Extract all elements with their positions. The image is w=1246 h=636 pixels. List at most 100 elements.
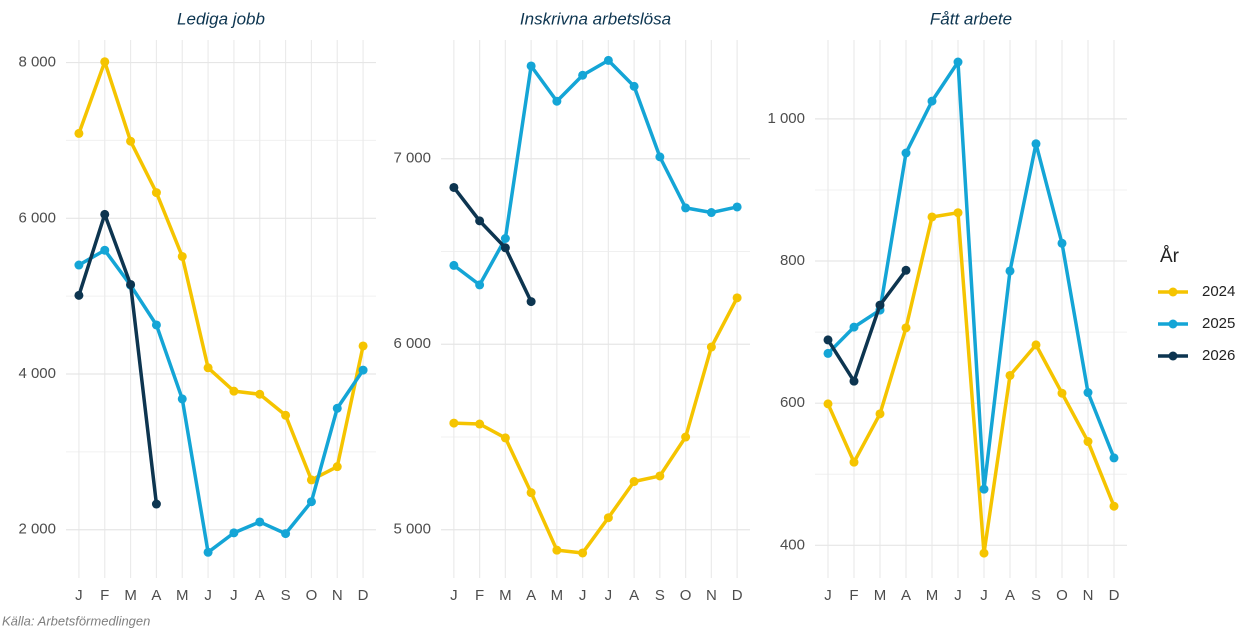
point [603,513,613,523]
legend-swatch-point [1168,287,1178,297]
point [229,386,239,396]
x-tick-label: A [255,587,265,604]
point [655,471,665,481]
point [332,403,342,413]
series-line [77,212,159,505]
x-tick-label: M [499,587,512,604]
point [603,55,613,65]
point [1109,453,1119,463]
x-tick-label: N [706,587,717,604]
source: Källa: Arbetsförmedlingen [2,613,150,628]
point [100,57,110,67]
y-tick-label: 7 000 [393,150,431,167]
point [578,70,588,80]
series-line [77,60,365,482]
x-tick-label: J [605,587,613,604]
point [255,389,265,399]
x-tick-label: J [75,587,83,604]
x-tick-label: A [526,587,536,604]
legend-title: År [1160,246,1180,267]
point [901,148,911,158]
legend-label: 2026 [1202,347,1235,364]
point [306,475,316,485]
point [306,497,316,507]
x-tick-label: M [874,587,887,604]
x-tick-label: M [176,587,189,604]
y-tick-label: 5 000 [393,521,431,538]
series-line [826,60,1116,491]
point [281,410,291,420]
point [875,409,885,419]
point [629,81,639,91]
point [1109,501,1119,511]
series-line [452,186,533,303]
y-tick-label: 6 000 [393,335,431,352]
x-tick-label: J [579,587,587,604]
point [979,484,989,494]
point [151,499,161,509]
point [74,128,84,138]
point [875,300,885,310]
point [849,322,859,332]
legend-swatch-point [1168,351,1178,361]
point [203,363,213,373]
point [151,320,161,330]
point [126,136,136,146]
point [732,293,742,303]
y-tick-label: 4 000 [18,365,56,382]
chart-title: Fått arbete [930,9,1012,28]
point [681,432,691,442]
x-tick-label: O [1056,587,1068,604]
x-tick-label: J [980,587,988,604]
x-tick-label: F [100,587,109,604]
point [526,297,536,307]
x-tick-label: D [1109,587,1120,604]
point [475,419,485,429]
point [475,216,485,226]
point [475,280,485,290]
x-tick-label: J [450,587,458,604]
point [1005,370,1015,380]
point [526,488,536,498]
point [849,376,859,386]
point [823,348,833,358]
point [578,548,588,558]
point [332,462,342,472]
legend-label: 2025 [1202,315,1235,332]
point [151,188,161,198]
point [74,260,84,270]
point [74,290,84,300]
series-line [826,269,908,383]
point [500,234,510,244]
x-tick-label: D [732,587,743,604]
point [526,61,536,71]
point [126,279,136,289]
y-tick-label: 400 [780,536,805,553]
chart-title: Lediga jobb [177,9,265,28]
point [681,203,691,213]
point [358,341,368,351]
point [449,260,459,270]
point [1005,266,1015,276]
x-tick-label: J [230,587,238,604]
point [1057,388,1067,398]
point [358,365,368,375]
chart-title: Inskrivna arbetslösa [520,9,671,28]
point [979,548,989,558]
point [927,212,937,222]
point [1083,388,1093,398]
point [901,265,911,275]
point [901,323,911,333]
point [449,182,459,192]
y-tick-label: 8 000 [18,54,56,71]
point [177,251,187,261]
point [655,152,665,162]
x-tick-label: J [204,587,212,604]
point [255,517,265,527]
point [100,245,110,255]
point [100,209,110,219]
point [706,208,716,218]
point [229,528,239,538]
point [953,57,963,67]
